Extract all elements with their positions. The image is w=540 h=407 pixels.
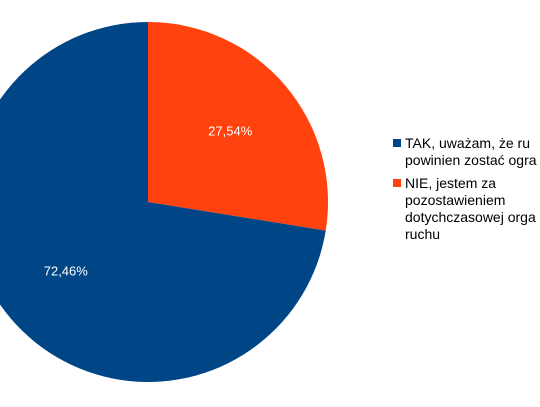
legend-swatch xyxy=(393,179,401,187)
pie-slice xyxy=(148,22,328,231)
legend-item: NIE, jestem za pozostawieniem dotychczas… xyxy=(393,175,540,243)
legend-swatch xyxy=(393,139,401,147)
legend-label: NIE, jestem za pozostawieniem dotychczas… xyxy=(405,175,536,242)
legend-item: TAK, uważam, że ru powinien zostać ogra xyxy=(393,135,540,169)
slice-label: 72,46% xyxy=(44,263,89,278)
legend-label: TAK, uważam, że ru powinien zostać ogra xyxy=(405,135,537,168)
pie-slice xyxy=(0,22,326,382)
slice-label: 27,54% xyxy=(208,123,253,138)
